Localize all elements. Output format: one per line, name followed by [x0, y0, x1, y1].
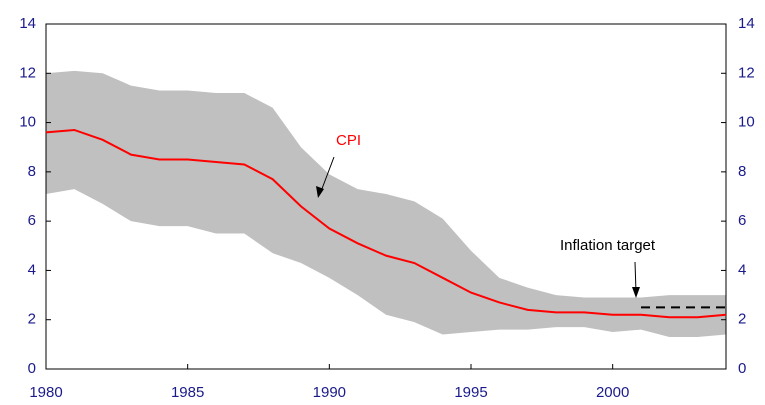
- y2-tick-label: 12: [738, 64, 755, 81]
- y-tick-label: 10: [19, 114, 36, 131]
- y-tick-label: 4: [28, 261, 36, 278]
- x-tick-label: 1990: [313, 384, 346, 401]
- y2-tick-label: 8: [738, 163, 746, 180]
- x-tick-label: 1985: [171, 384, 204, 401]
- x-tick-label: 1980: [29, 384, 62, 401]
- target-arrowhead: [632, 287, 640, 298]
- y-tick-label: 12: [19, 64, 36, 81]
- cpi-annotation: CPI: [336, 132, 361, 149]
- y2-tick-label: 2: [738, 311, 746, 328]
- y2-tick-label: 6: [738, 212, 746, 229]
- y-tick-label: 2: [28, 311, 36, 328]
- y-tick-label: 14: [19, 15, 36, 32]
- y-tick-label: 0: [28, 360, 36, 377]
- x-tick-label: 2000: [596, 384, 629, 401]
- y-tick-label: 6: [28, 212, 36, 229]
- cpi-arrowhead: [316, 186, 324, 198]
- y-tick-label: 8: [28, 163, 36, 180]
- y2-tick-label: 4: [738, 261, 746, 278]
- uncertainty-band: [46, 70, 726, 337]
- y2-tick-label: 10: [738, 114, 755, 131]
- y2-tick-label: 0: [738, 360, 746, 377]
- target-annotation: Inflation target: [560, 237, 656, 254]
- cpi-arrow: [319, 156, 335, 195]
- x-tick-label: 1995: [454, 384, 487, 401]
- plot-frame: [45, 23, 727, 370]
- y2-tick-label: 14: [738, 15, 755, 32]
- cpi-line: [45, 128, 727, 319]
